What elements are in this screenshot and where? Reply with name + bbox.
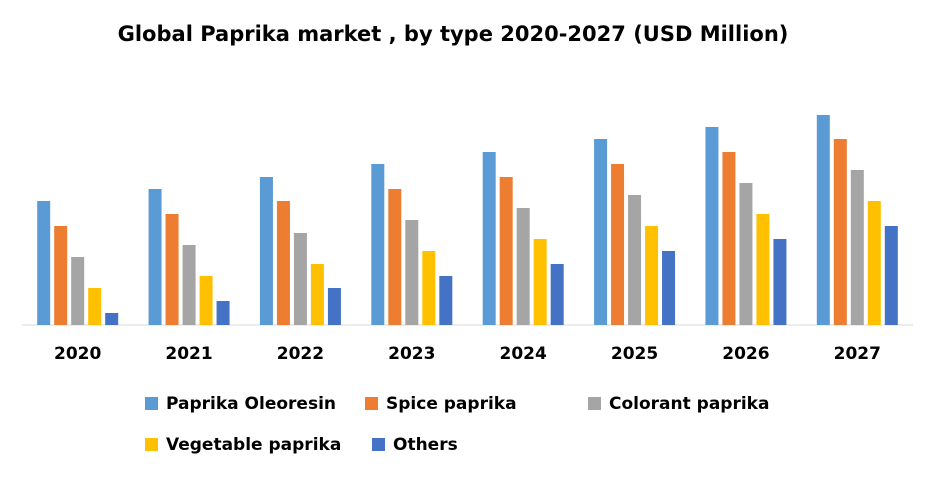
bar	[594, 139, 608, 325]
bar	[662, 251, 676, 325]
bar	[645, 226, 659, 325]
x-tick-label: 2023	[388, 344, 435, 364]
bar	[371, 164, 385, 325]
bar	[833, 139, 847, 325]
bar	[216, 301, 230, 325]
legend-swatch	[145, 438, 158, 451]
bar	[867, 201, 881, 325]
bar	[293, 233, 307, 325]
bar	[439, 276, 453, 325]
bar	[482, 152, 496, 325]
bar	[327, 288, 341, 325]
legend-label: Others	[393, 435, 458, 455]
bar	[71, 257, 85, 325]
x-tick-label: 2021	[165, 344, 212, 364]
chart-title: Global Paprika market , by type 2020-202…	[118, 22, 789, 46]
legend-swatch	[588, 397, 601, 410]
bar	[182, 245, 196, 325]
bar	[105, 313, 119, 325]
legend-swatch	[145, 397, 158, 410]
bar	[88, 288, 102, 325]
bar	[422, 251, 436, 325]
bar	[148, 189, 162, 325]
x-tick-label: 2024	[500, 344, 547, 364]
legend-label: Colorant paprika	[609, 394, 769, 414]
bar	[705, 127, 719, 325]
legend-label: Paprika Oleoresin	[166, 394, 336, 414]
bar	[54, 226, 68, 325]
bar	[739, 183, 753, 325]
x-tick-label: 2027	[834, 344, 881, 364]
legend-label: Spice paprika	[386, 394, 517, 414]
bar	[37, 201, 51, 325]
bar	[756, 214, 770, 325]
legend-swatch	[365, 397, 378, 410]
x-tick-label: 2026	[722, 344, 769, 364]
bar	[628, 195, 642, 325]
bar	[259, 177, 273, 325]
bar	[165, 214, 179, 325]
bar	[499, 177, 513, 325]
x-tick-label: 2022	[277, 344, 324, 364]
bar	[550, 264, 564, 325]
bar	[722, 152, 736, 325]
bar	[533, 239, 547, 325]
bar	[276, 201, 290, 325]
bar	[388, 189, 402, 325]
legend-swatch	[372, 438, 385, 451]
bar	[199, 276, 213, 325]
bar	[405, 220, 419, 325]
x-tick-label: 2025	[611, 344, 658, 364]
bar	[773, 239, 787, 325]
bar	[816, 115, 830, 325]
x-tick-label: 2020	[54, 344, 101, 364]
bar	[516, 208, 530, 325]
bar	[611, 164, 625, 325]
legend-label: Vegetable paprika	[166, 435, 341, 455]
bar	[850, 170, 864, 325]
bar	[310, 264, 324, 325]
bar	[884, 226, 898, 325]
